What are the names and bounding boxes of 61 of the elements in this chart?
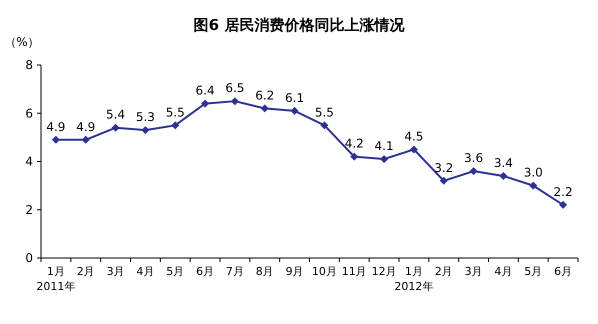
data-label: 4.5	[404, 129, 424, 144]
data-label: 5.3	[136, 110, 155, 124]
data-label: 3.4	[494, 156, 513, 170]
point	[260, 104, 269, 112]
data-label: 6.5	[225, 81, 244, 96]
data-label: 4.2	[344, 136, 364, 151]
x-tick-label: 6月	[196, 265, 214, 278]
x-tick-label: 11月	[342, 265, 367, 278]
x-tick-label: 6月	[554, 265, 572, 278]
y-tick-label: 6	[25, 106, 33, 120]
y-axis-title: （%）	[4, 35, 40, 49]
x-tick-label: 9月	[286, 265, 304, 278]
data-label: 2.2	[554, 184, 573, 199]
chart-title: 图6 居民消费价格同比上涨情况	[194, 16, 406, 34]
point	[82, 136, 90, 144]
x-tick-label: 10月	[312, 265, 337, 278]
point	[290, 106, 299, 115]
point	[559, 200, 568, 209]
y-tick-label: 2	[25, 202, 33, 217]
point	[112, 124, 120, 132]
point	[320, 121, 328, 130]
point	[171, 121, 180, 130]
data-label: 3.2	[434, 160, 454, 175]
x-tick-label: 1月 2012年	[394, 265, 434, 293]
x-tick-label: 12月	[372, 265, 397, 278]
point	[470, 167, 478, 176]
y-tick-label: 4	[25, 154, 33, 168]
point	[529, 182, 538, 190]
y-tick-label: 0	[25, 251, 33, 265]
x-tick-label: 4月	[136, 265, 154, 278]
data-label: 5.5	[166, 105, 185, 120]
point	[201, 100, 210, 108]
x-tick-label: 3月	[464, 265, 483, 278]
data-label: 4.9	[46, 120, 66, 134]
x-tick-label: 2月	[76, 265, 95, 278]
x-tick-label: 3月	[106, 265, 125, 278]
data-label: 6.1	[285, 90, 304, 105]
point	[410, 145, 418, 154]
x-tick-label: 1月 2011年	[36, 265, 76, 293]
point	[499, 172, 508, 180]
data-label: 4.9	[76, 120, 96, 134]
data-label: 4.1	[374, 139, 394, 154]
point	[380, 155, 388, 164]
x-tick-label: 4月	[494, 265, 512, 278]
data-label: 3.6	[464, 151, 484, 166]
point	[350, 152, 358, 161]
y-tick-label: 8	[25, 58, 33, 72]
x-tick-label: 2月	[434, 265, 453, 278]
data-label: 5.4	[106, 108, 126, 122]
x-tick-label: 8月	[256, 265, 274, 278]
data-label: 3.0	[524, 166, 543, 180]
x-tick-label: 5月	[524, 265, 542, 278]
x-tick-label: 7月	[226, 265, 244, 278]
point	[440, 176, 448, 185]
point	[230, 97, 239, 106]
data-label: 5.5	[314, 105, 334, 120]
x-tick-label: 5月	[166, 265, 184, 278]
point	[52, 136, 60, 144]
data-label: 6.2	[255, 88, 274, 102]
point	[141, 126, 150, 134]
data-label: 6.4	[196, 84, 215, 98]
